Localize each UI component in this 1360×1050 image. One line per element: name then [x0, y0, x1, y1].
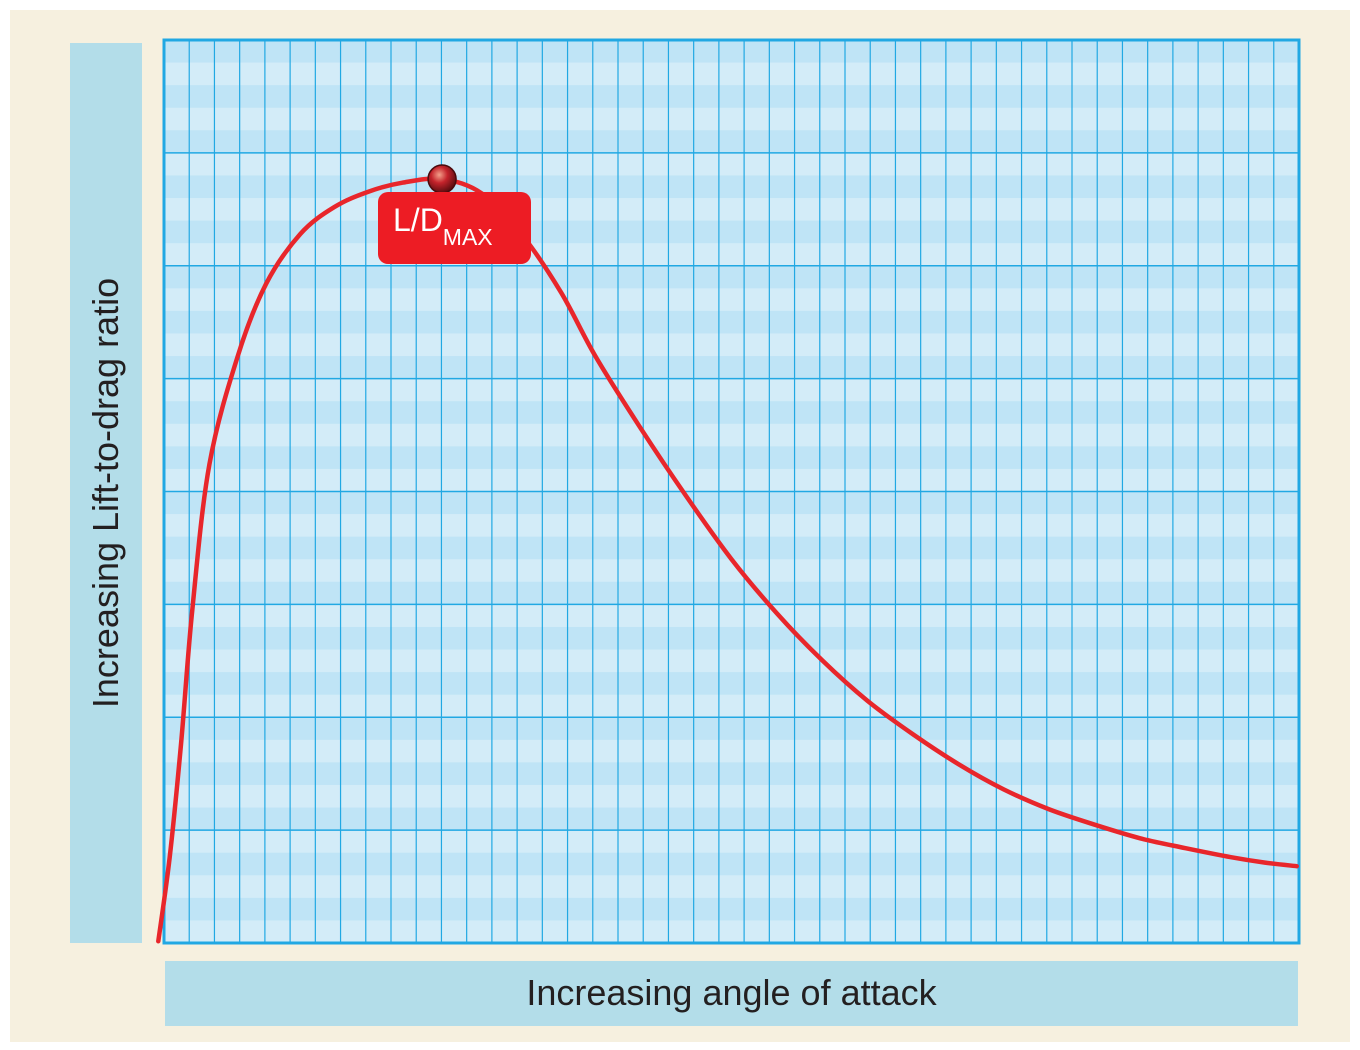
grid-band — [164, 897, 1299, 921]
grid-band — [164, 852, 1299, 876]
grid-band — [164, 717, 1299, 740]
grid-band — [164, 130, 1299, 153]
grid-band — [164, 356, 1299, 379]
grid-band — [164, 672, 1299, 695]
ld-max-label: L/D — [393, 202, 443, 238]
plot-grid — [162, 38, 1301, 945]
grid-band — [164, 762, 1299, 785]
grid-band — [164, 807, 1299, 831]
grid-band — [164, 491, 1299, 515]
grid-band — [164, 175, 1299, 199]
grid-band — [164, 536, 1299, 560]
grid-band — [164, 310, 1299, 334]
grid-band — [164, 40, 1299, 63]
plot-border — [162, 38, 1301, 945]
ld-max-marker — [427, 164, 457, 194]
curve-layer — [156, 176, 1299, 944]
grid-band — [164, 446, 1299, 469]
grid-band — [164, 401, 1299, 424]
x-axis-label: Increasing angle of attack — [526, 972, 937, 1013]
ld-max-subscript: MAX — [442, 224, 493, 250]
grid-band — [164, 85, 1299, 108]
grid-band — [164, 581, 1299, 605]
marker-layer — [427, 164, 457, 194]
ld-max-callout: L/DMAX — [378, 192, 531, 264]
grid-band — [164, 220, 1299, 244]
x-axis-label-band: Increasing angle of attack — [165, 961, 1298, 1026]
ld-curve — [156, 176, 1299, 944]
grid-band — [164, 626, 1299, 650]
y-axis-label-band — [70, 43, 142, 943]
grid-band — [164, 265, 1299, 289]
